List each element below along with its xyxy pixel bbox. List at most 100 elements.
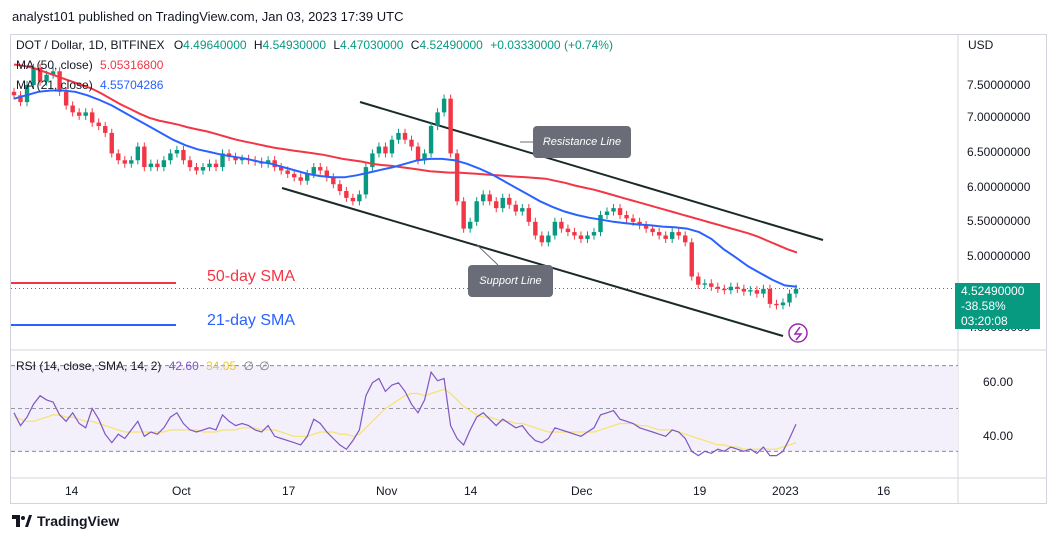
candle-body: [122, 160, 127, 164]
support-line-label: Support Line: [468, 265, 553, 297]
dividend-event-icon: [788, 323, 808, 343]
price-tick-3: 6.50000000: [967, 145, 1031, 159]
candle-body: [363, 167, 369, 195]
rsi-line: [13, 370, 797, 457]
sma50-line: [13, 63, 798, 254]
candle-body: [402, 132, 408, 140]
low-value: 4.47030000: [340, 38, 404, 52]
candle-body: [422, 153, 427, 161]
x-tick-9: 16: [877, 484, 891, 498]
candle-body: [298, 177, 303, 181]
candle-body: [441, 98, 447, 113]
candle-body: [11, 91, 17, 96]
candle-body: [76, 112, 82, 116]
candle-body: [689, 242, 694, 277]
rsi-legend[interactable]: RSI (14, close, SMA, 14, 2) 42.60 34.05 …: [16, 359, 270, 373]
candle-body: [148, 163, 154, 168]
candle-body: [181, 149, 186, 161]
hide-icon[interactable]: ∅: [243, 359, 254, 373]
candle-body: [520, 208, 525, 212]
candle-body: [683, 235, 688, 243]
sma50-annotation: 50-day SMA: [207, 268, 296, 285]
candle-body: [383, 146, 388, 154]
x-tick-7: 19: [693, 484, 707, 498]
candle-body: [305, 173, 310, 181]
candle-body: [31, 67, 36, 85]
candle-body: [376, 146, 382, 154]
x-tick-4: Nov: [376, 484, 398, 498]
candle-body: [715, 286, 720, 289]
candle-body: [409, 139, 414, 147]
candle-body: [728, 286, 734, 291]
publish-info: analyst101 published on TradingView.com,…: [12, 9, 404, 24]
close-value: 4.52490000: [419, 38, 483, 52]
candle-body: [474, 201, 479, 222]
candle-body: [213, 163, 219, 168]
candle-body: [57, 71, 62, 92]
candle-body: [278, 167, 284, 171]
candle-body: [572, 232, 577, 236]
candle-body: [370, 153, 375, 168]
candle-body: [116, 153, 121, 161]
price-tick-6: 5.00000000: [967, 249, 1031, 263]
high-value: 4.54930000: [262, 38, 326, 52]
candle-body: [70, 105, 75, 113]
candle-body: [578, 235, 584, 239]
candle-body: [637, 221, 642, 226]
tradingview-icon: [12, 515, 32, 527]
candle-body: [643, 225, 649, 229]
candle-body: [24, 85, 30, 103]
candle-body: [435, 112, 440, 127]
candle-body: [500, 197, 505, 209]
candle-body: [331, 177, 336, 185]
candle-body: [194, 167, 199, 171]
support-pointer: [475, 243, 499, 266]
candle-body: [481, 194, 486, 202]
candle-body: [741, 288, 747, 292]
source-icon[interactable]: ∅: [259, 359, 270, 373]
ma50-legend[interactable]: MA (50, close) 5.05316800: [16, 58, 163, 72]
candle-body: [630, 218, 636, 222]
symbol-name[interactable]: DOT / Dollar, 1D, BITFINEX: [16, 38, 165, 52]
rsi-tick-60: 60.00: [983, 375, 1014, 389]
last-price-value: 4.52490000: [961, 284, 1025, 298]
x-tick-1: 14: [65, 484, 79, 498]
candle-body: [696, 276, 701, 285]
price-tick-5: 5.50000000: [967, 214, 1031, 228]
ohlc-legend: DOT / Dollar, 1D, BITFINEX O4.49640000 H…: [16, 38, 613, 52]
candle-body: [494, 201, 499, 209]
candle-body: [793, 288, 799, 294]
candle-body: [448, 98, 453, 154]
candle-body: [780, 302, 786, 306]
candle-body: [396, 132, 401, 140]
candle-body: [200, 167, 206, 171]
ma50-value: 5.05316800: [100, 58, 164, 72]
change-value: +0.03330000 (+0.74%): [490, 38, 613, 52]
sma21-annotation: 21-day SMA: [207, 312, 296, 329]
candle-body: [539, 235, 545, 243]
rsi-sma-value: 34.05: [206, 359, 237, 373]
candle-body: [565, 228, 571, 233]
candle-body: [44, 74, 49, 82]
candle-body: [357, 194, 362, 202]
ma21-label: MA (21, close): [16, 78, 93, 92]
candle-body: [526, 208, 532, 222]
x-tick-3: 17: [282, 484, 296, 498]
candle-body: [324, 170, 329, 178]
candle-body: [129, 160, 134, 164]
candle-body: [37, 67, 43, 82]
candle-body: [292, 173, 297, 178]
currency-label: USD: [968, 38, 994, 52]
candle-body: [155, 163, 160, 168]
price-tick-4: 6.00000000: [967, 180, 1031, 194]
tradingview-logo[interactable]: TradingView: [12, 513, 119, 529]
rsi-tick-40: 40.00: [983, 429, 1014, 443]
rsi-sma-line: [13, 388, 797, 450]
candle-body: [344, 191, 349, 198]
candle-body: [709, 283, 714, 287]
ma21-legend[interactable]: MA (21, close) 4.55704286: [16, 78, 163, 92]
rsi-value: 42.60: [168, 359, 199, 373]
candle-body: [83, 112, 88, 116]
x-tick-2: Oct: [172, 484, 191, 498]
